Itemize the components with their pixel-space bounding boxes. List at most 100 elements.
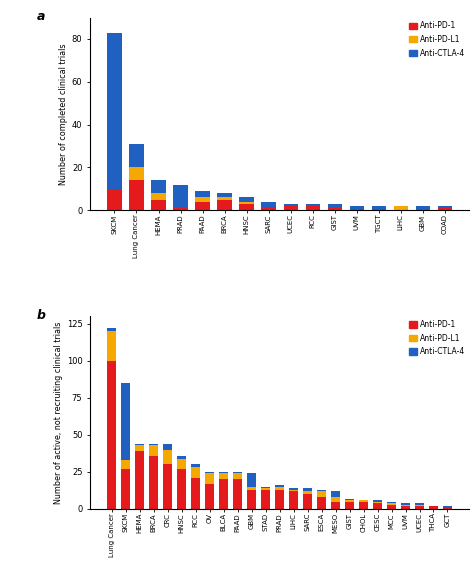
Bar <box>195 202 210 210</box>
Bar <box>121 383 130 460</box>
Text: a: a <box>37 10 46 23</box>
Bar <box>387 501 396 503</box>
Bar <box>373 503 382 509</box>
Legend: Anti-PD-1, Anti-PD-L1, Anti-CTLA-4: Anti-PD-1, Anti-PD-L1, Anti-CTLA-4 <box>407 19 468 60</box>
Bar <box>218 197 232 199</box>
Bar <box>163 464 173 509</box>
Bar <box>121 469 130 509</box>
Bar <box>205 473 214 484</box>
Bar <box>151 193 166 199</box>
Bar <box>261 488 270 490</box>
Bar <box>219 472 228 473</box>
Bar <box>135 451 145 509</box>
Bar <box>129 144 144 167</box>
Bar <box>247 487 256 490</box>
Bar <box>401 503 410 504</box>
Bar <box>107 328 117 331</box>
Bar <box>328 208 342 210</box>
Bar <box>275 487 284 490</box>
Bar <box>275 485 284 487</box>
Bar <box>173 208 188 210</box>
Bar <box>218 193 232 197</box>
Bar <box>205 472 214 473</box>
Bar <box>401 504 410 506</box>
Bar <box>359 501 368 509</box>
Bar <box>129 167 144 180</box>
Bar <box>289 491 298 509</box>
Bar <box>262 208 276 210</box>
Bar <box>393 206 408 210</box>
Bar <box>345 501 354 509</box>
Bar <box>261 490 270 509</box>
Bar <box>331 501 340 509</box>
Bar <box>107 189 122 210</box>
Bar <box>401 506 410 509</box>
Bar <box>247 490 256 509</box>
Bar <box>415 503 424 504</box>
Bar <box>191 467 201 478</box>
Bar <box>303 494 312 509</box>
Bar <box>429 506 438 509</box>
Bar <box>218 199 232 210</box>
Bar <box>415 506 424 509</box>
Bar <box>306 204 320 206</box>
Bar <box>195 191 210 197</box>
Bar <box>345 498 354 500</box>
Bar <box>387 504 396 509</box>
Bar <box>289 488 298 490</box>
Bar <box>177 459 186 469</box>
Bar <box>191 464 201 467</box>
Bar <box>416 206 430 210</box>
Bar <box>306 206 320 210</box>
Bar <box>177 456 186 459</box>
Bar <box>350 206 364 210</box>
Bar <box>438 206 452 208</box>
Bar <box>359 500 368 501</box>
Bar <box>415 504 424 506</box>
Bar <box>233 472 242 473</box>
Bar <box>177 469 186 509</box>
Bar <box>262 202 276 208</box>
Bar <box>247 473 256 487</box>
Bar <box>438 208 452 210</box>
Bar <box>331 497 340 501</box>
Bar <box>107 361 117 509</box>
Bar <box>345 500 354 501</box>
Bar <box>275 490 284 509</box>
Bar <box>219 473 228 479</box>
Bar <box>121 460 130 469</box>
Bar <box>239 197 254 202</box>
Bar <box>443 507 452 509</box>
Bar <box>239 202 254 204</box>
Bar <box>373 501 382 503</box>
Bar <box>303 491 312 494</box>
Bar <box>233 473 242 479</box>
Bar <box>289 490 298 491</box>
Bar <box>151 180 166 193</box>
Bar <box>195 197 210 202</box>
Bar <box>135 444 145 445</box>
Bar <box>303 488 312 491</box>
Bar <box>443 506 452 507</box>
Y-axis label: Number of active, not recruiting clinical trials: Number of active, not recruiting clinica… <box>54 321 63 504</box>
Legend: Anti-PD-1, Anti-PD-L1, Anti-CTLA-4: Anti-PD-1, Anti-PD-L1, Anti-CTLA-4 <box>407 318 468 359</box>
Bar <box>151 199 166 210</box>
Bar <box>328 204 342 208</box>
Bar <box>233 479 242 509</box>
Bar <box>163 444 173 450</box>
Bar <box>283 204 298 206</box>
Bar <box>317 491 326 497</box>
Bar <box>163 450 173 464</box>
Bar <box>373 500 382 501</box>
Bar <box>205 484 214 509</box>
Bar <box>219 479 228 509</box>
Bar <box>149 444 158 445</box>
Bar <box>135 445 145 451</box>
Bar <box>261 487 270 488</box>
Text: b: b <box>37 308 46 322</box>
Bar <box>283 206 298 210</box>
Bar <box>129 180 144 210</box>
Bar <box>107 331 117 361</box>
Bar <box>191 478 201 509</box>
Bar <box>387 503 396 504</box>
